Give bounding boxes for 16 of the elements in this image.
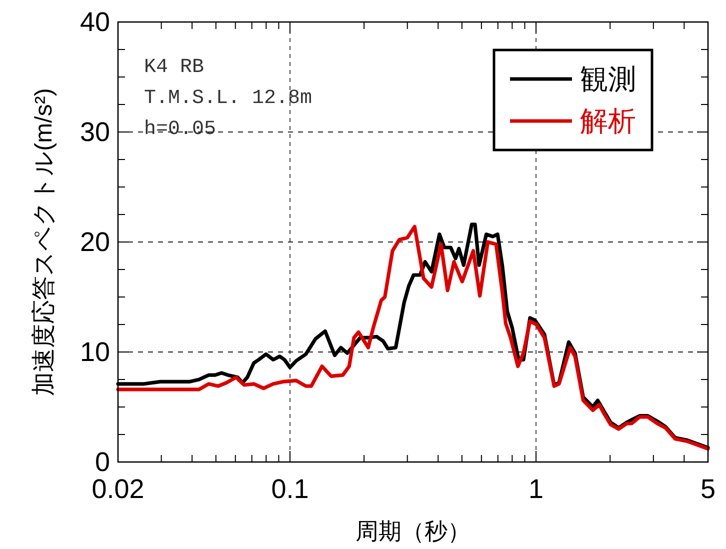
x-tick-label: 0.1 [271,474,309,504]
y-tick-label: 20 [80,227,110,257]
x-tick-label: 5 [700,474,716,504]
annotation: K4 RB [144,56,204,79]
x-tick-label: 1 [528,474,544,504]
annotation: h=0.05 [144,118,216,141]
y-tick-label: 30 [80,117,110,147]
y-tick-label: 0 [94,447,110,477]
annotation: T.M.S.L. 12.8m [144,87,312,110]
y-tick-label: 40 [80,7,110,37]
x-tick-label: 0.02 [92,474,144,504]
y-tick-label: 10 [80,337,110,367]
y-axis-title: 加速度応答スペクトル(m/s²) [30,88,58,396]
legend-label: 解析 [580,106,636,136]
legend-label: 観測 [580,64,636,94]
x-axis-title: 周期（秒） [356,518,470,544]
